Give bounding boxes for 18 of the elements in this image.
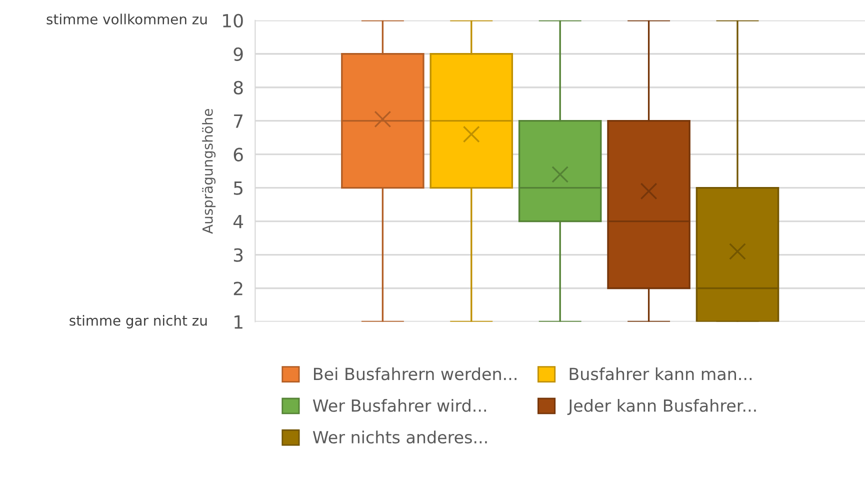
y-tick-label: 4 — [233, 214, 244, 228]
y-tick-label: 6 — [234, 148, 243, 162]
y-tick-label: 9 — [234, 47, 243, 62]
text: stimme gar nicht zu — [70, 315, 207, 328]
y-tick-label: 7 — [234, 114, 243, 128]
y-tick-label: 5 — [234, 182, 242, 195]
y-tick-label: 3 — [234, 248, 243, 262]
text: stimme vollkommen zu — [46, 14, 207, 24]
legend-label: Busfahrer kann man... — [570, 367, 752, 380]
legend-label: Jeder kann Busfahrer... — [567, 399, 756, 415]
legend-label: Wer Busfahrer wird... — [312, 399, 486, 412]
y-tick-label: 2 — [234, 282, 242, 296]
y-tick-label: 10 — [223, 14, 243, 28]
legend-label: Wer nichts anderes... — [312, 430, 487, 444]
y-axis-title: Ausprägungshöhe — [202, 108, 216, 234]
y-tick-label: 1 — [234, 315, 242, 329]
y-tick-label: 8 — [234, 80, 243, 94]
legend-label: Bei Busfahrern werden... — [314, 367, 516, 380]
